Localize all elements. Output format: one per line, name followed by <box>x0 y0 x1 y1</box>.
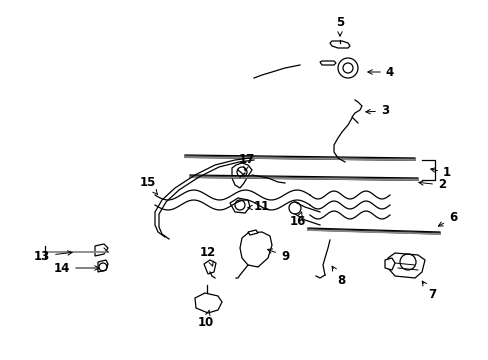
Polygon shape <box>95 244 108 256</box>
Polygon shape <box>195 293 222 313</box>
Text: 6: 6 <box>437 211 456 226</box>
Text: 1: 1 <box>430 166 450 180</box>
Text: 11: 11 <box>247 201 269 213</box>
Text: 9: 9 <box>267 249 288 262</box>
Text: 16: 16 <box>289 212 305 229</box>
Polygon shape <box>231 163 251 188</box>
Polygon shape <box>229 198 249 213</box>
Polygon shape <box>98 260 108 272</box>
Polygon shape <box>247 230 258 235</box>
Text: 13: 13 <box>34 249 72 262</box>
Polygon shape <box>384 258 394 270</box>
Text: 3: 3 <box>365 104 388 117</box>
Polygon shape <box>329 41 349 48</box>
Text: 4: 4 <box>367 66 393 78</box>
Polygon shape <box>203 260 216 274</box>
Text: 5: 5 <box>335 15 344 36</box>
Text: 14: 14 <box>54 261 99 274</box>
Text: 12: 12 <box>200 247 216 266</box>
Text: 15: 15 <box>140 176 157 194</box>
Polygon shape <box>240 232 271 267</box>
Polygon shape <box>387 253 424 278</box>
Text: 17: 17 <box>238 153 255 171</box>
Text: 10: 10 <box>198 310 214 328</box>
Text: 2: 2 <box>418 179 445 192</box>
Polygon shape <box>319 61 335 65</box>
Text: 8: 8 <box>331 266 345 287</box>
Text: 7: 7 <box>421 281 435 301</box>
